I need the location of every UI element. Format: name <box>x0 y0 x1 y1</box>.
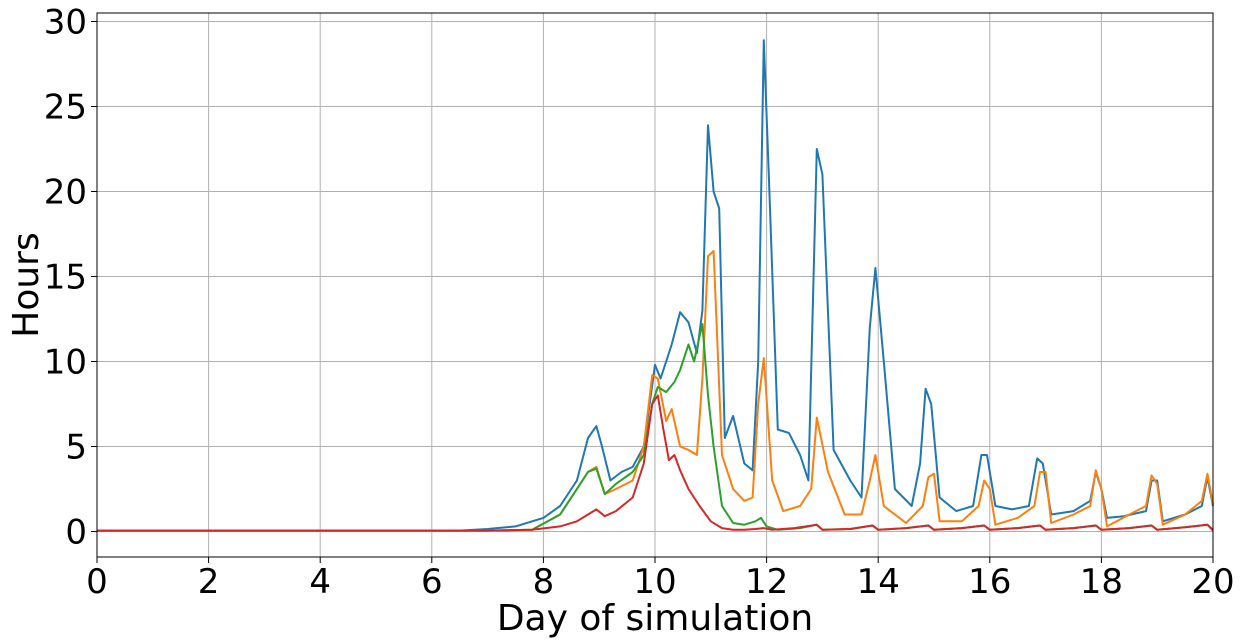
x-tick-label: 20 <box>1191 562 1234 602</box>
y-tick-label: 5 <box>65 428 87 468</box>
x-tick-label: 18 <box>1080 562 1123 602</box>
x-tick-label: 12 <box>745 562 788 602</box>
series-line-2 <box>97 250 1214 532</box>
y-tick-label: 15 <box>44 258 87 298</box>
x-axis-label: Day of simulation <box>497 598 813 639</box>
series-line-4 <box>97 394 1214 532</box>
y-axis-label: Hours <box>6 232 47 337</box>
y-axis-ticks: 0 5 10 15 20 25 30 <box>44 3 97 553</box>
y-tick-label: 20 <box>44 173 87 213</box>
x-tick-label: 10 <box>633 562 676 602</box>
x-tick-label: 8 <box>533 562 555 602</box>
x-tick-label: 0 <box>86 562 108 602</box>
x-tick-label: 2 <box>198 562 220 602</box>
y-tick-label: 10 <box>44 343 87 383</box>
y-tick-label: 30 <box>44 3 87 43</box>
x-tick-label: 4 <box>309 562 331 602</box>
series-line-1 <box>97 39 1214 532</box>
x-tick-label: 16 <box>968 562 1011 602</box>
y-tick-label: 25 <box>44 88 87 128</box>
x-axis-ticks: 0 2 4 6 8 10 12 14 16 18 20 <box>86 557 1235 602</box>
y-tick-label: 0 <box>65 513 87 553</box>
x-tick-label: 14 <box>857 562 900 602</box>
series-lines <box>97 39 1214 532</box>
x-tick-label: 6 <box>421 562 443 602</box>
